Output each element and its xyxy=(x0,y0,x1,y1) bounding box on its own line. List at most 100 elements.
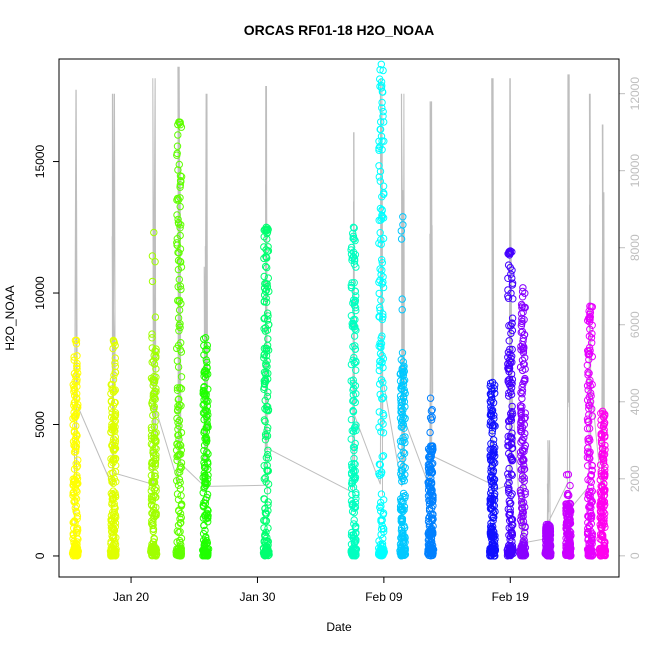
data-point xyxy=(261,375,269,384)
series-rf16 xyxy=(583,302,597,560)
data-point xyxy=(177,385,186,393)
altitude-trace-rf02 xyxy=(75,93,116,487)
data-point xyxy=(73,463,81,471)
data-point xyxy=(376,349,385,358)
data-point xyxy=(518,504,526,512)
data-point xyxy=(351,325,359,333)
data-point xyxy=(429,459,437,468)
data-point xyxy=(174,442,183,450)
data-point xyxy=(173,414,181,423)
data-point xyxy=(487,399,495,407)
data-point xyxy=(518,402,526,411)
data-point xyxy=(174,521,183,529)
x-tick-label: Feb 19 xyxy=(492,590,530,604)
data-point xyxy=(596,507,605,515)
data-point xyxy=(347,497,356,505)
data-point xyxy=(505,473,513,481)
data-point xyxy=(151,418,159,426)
data-point xyxy=(521,488,529,496)
data-point xyxy=(173,490,182,498)
data-point xyxy=(398,531,406,540)
data-point xyxy=(597,551,605,559)
data-point xyxy=(565,520,573,528)
data-point xyxy=(376,75,384,83)
x-tick-label: Jan 20 xyxy=(113,590,149,604)
data-point xyxy=(428,514,437,522)
data-point xyxy=(107,398,116,406)
data-point xyxy=(176,172,185,180)
data-point xyxy=(149,411,157,420)
data-point xyxy=(398,349,407,357)
data-point xyxy=(204,370,212,378)
data-point xyxy=(428,517,436,525)
data-point xyxy=(70,398,79,407)
data-point xyxy=(589,551,597,559)
data-point xyxy=(584,534,592,543)
data-point xyxy=(204,545,213,553)
data-point-max xyxy=(488,378,497,387)
series-rf02 xyxy=(106,336,120,560)
data-point xyxy=(152,503,160,512)
data-point xyxy=(563,521,572,530)
data-point xyxy=(177,258,185,266)
data-point xyxy=(378,256,386,264)
data-point xyxy=(508,326,517,335)
data-point xyxy=(379,412,388,420)
data-point xyxy=(398,438,406,446)
data-point xyxy=(487,529,495,538)
data-point-max xyxy=(586,302,594,310)
data-point xyxy=(583,448,592,456)
data-point xyxy=(200,447,208,455)
data-point xyxy=(72,340,81,348)
data-point xyxy=(427,468,435,476)
altitude-trace-rf12 xyxy=(493,78,513,492)
data-point xyxy=(375,408,383,416)
data-point xyxy=(377,236,385,244)
data-point xyxy=(377,334,385,342)
y-tick-label: 0 xyxy=(33,552,47,559)
data-point xyxy=(264,467,272,475)
data-point xyxy=(519,517,528,526)
data-point xyxy=(111,411,120,419)
data-point xyxy=(347,528,356,537)
data-point xyxy=(264,524,272,532)
data-point xyxy=(428,443,437,451)
series-rf09 xyxy=(396,213,410,560)
data-point xyxy=(588,330,596,338)
data-point xyxy=(202,463,210,472)
secondary-tick-label: 10000 xyxy=(628,154,642,188)
data-point xyxy=(72,394,80,402)
data-point xyxy=(518,287,527,296)
data-point xyxy=(376,550,385,559)
data-point xyxy=(262,298,271,306)
data-point xyxy=(520,433,528,442)
data-point xyxy=(73,352,81,360)
data-point xyxy=(486,547,495,555)
data-point xyxy=(261,531,269,540)
data-point xyxy=(584,435,592,443)
data-point xyxy=(111,504,119,512)
data-point xyxy=(150,389,159,398)
data-point xyxy=(588,462,596,470)
data-point xyxy=(173,241,181,249)
data-point xyxy=(546,531,555,539)
data-point xyxy=(588,339,596,347)
data-point xyxy=(260,495,269,503)
data-point xyxy=(505,449,513,458)
data-point xyxy=(518,293,527,301)
data-point xyxy=(108,420,116,429)
data-point xyxy=(109,386,117,394)
data-point xyxy=(177,348,186,356)
data-point xyxy=(586,436,594,445)
data-point xyxy=(427,451,435,459)
data-point xyxy=(351,303,360,312)
data-point xyxy=(585,350,593,359)
data-point-max xyxy=(201,334,210,342)
data-point xyxy=(70,488,78,496)
data-point xyxy=(585,332,594,340)
data-point xyxy=(201,471,209,479)
data-point xyxy=(347,415,356,424)
y-axis-label: H2O_NOAA xyxy=(3,285,17,350)
series-rf08 xyxy=(375,60,388,560)
data-point xyxy=(486,411,495,419)
